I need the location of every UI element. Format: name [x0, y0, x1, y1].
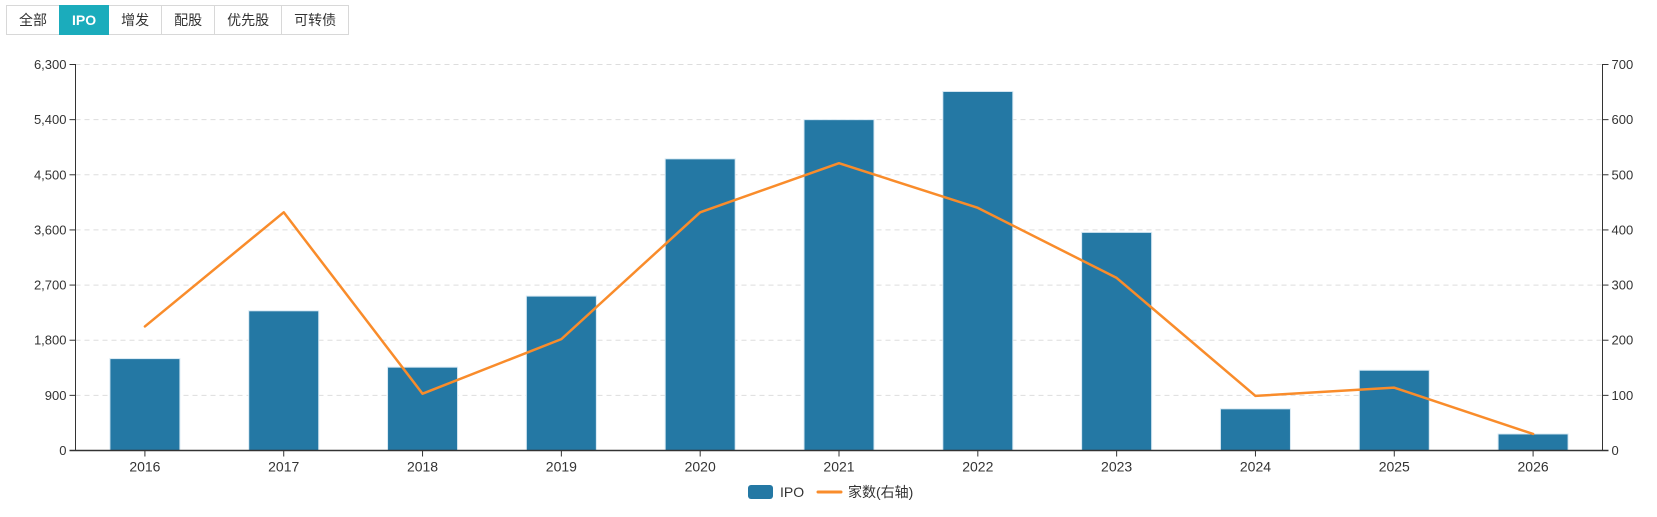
tab-item-4[interactable]: 优先股: [214, 5, 283, 35]
tab-item-5[interactable]: 可转债: [281, 5, 350, 35]
legend-swatch-bar[interactable]: [748, 485, 773, 499]
right-axis-tick-label: 700: [1612, 57, 1634, 72]
right-axis-tick-label: 200: [1612, 333, 1634, 348]
tab-ipo[interactable]: IPO: [59, 5, 110, 35]
x-axis-label-2022: 2022: [962, 459, 993, 475]
bar-2024[interactable]: [1219, 408, 1291, 452]
left-axis-tick-label: 1,800: [34, 333, 67, 348]
x-axis-label-2017: 2017: [268, 459, 299, 475]
x-axis-label-2019: 2019: [546, 459, 577, 475]
x-axis-label-2016: 2016: [129, 459, 160, 475]
left-axis-tick-label: 900: [45, 388, 67, 403]
bar-2023[interactable]: [1081, 231, 1153, 451]
left-axis-tick-label: 3,600: [34, 222, 67, 237]
tab-item-0[interactable]: 全部: [6, 5, 60, 35]
bar-2017[interactable]: [248, 310, 320, 451]
tab-item-3[interactable]: 配股: [161, 5, 216, 35]
left-axis-tick-label: 0: [59, 443, 66, 458]
x-axis-label-2025: 2025: [1379, 459, 1410, 475]
left-axis-tick-label: 6,300: [34, 57, 67, 72]
x-axis-label-2020: 2020: [685, 459, 716, 475]
x-axis-label-2023: 2023: [1101, 459, 1132, 475]
legend-label-ipo[interactable]: IPO: [780, 484, 804, 500]
right-axis-tick-label: 600: [1612, 112, 1634, 127]
x-axis-label-2026: 2026: [1518, 459, 1549, 475]
bar-2016[interactable]: [109, 358, 181, 452]
left-axis-tick-label: 2,700: [34, 278, 67, 293]
bar-2025[interactable]: [1358, 369, 1430, 451]
bar-2019[interactable]: [525, 295, 597, 451]
security-type-tabbar: 全部 IPO 增发 配股 优先股 可转债: [6, 5, 350, 35]
bar-2021[interactable]: [803, 119, 875, 452]
right-axis-tick-label: 300: [1612, 278, 1634, 293]
right-axis-tick-label: 0: [1612, 443, 1619, 458]
bar-2022[interactable]: [942, 90, 1014, 451]
right-axis-tick-label: 400: [1612, 222, 1634, 237]
x-axis-label-2021: 2021: [823, 459, 854, 475]
line-series[interactable]: [143, 161, 1535, 436]
right-axis-tick-label: 500: [1612, 167, 1634, 182]
bar-2020[interactable]: [664, 158, 736, 451]
left-axis-tick-label: 4,500: [34, 167, 67, 182]
tab-item-2[interactable]: 增发: [108, 5, 163, 35]
bar-2018[interactable]: [387, 366, 459, 451]
bar-2026[interactable]: [1497, 433, 1569, 452]
x-axis-label-2024: 2024: [1240, 459, 1271, 475]
right-axis-tick-label: 100: [1612, 388, 1634, 403]
legend-label-line[interactable]: 家数(右轴): [848, 484, 913, 500]
x-axis-label-2018: 2018: [407, 459, 438, 475]
left-axis-tick-label: 5,400: [34, 112, 67, 127]
